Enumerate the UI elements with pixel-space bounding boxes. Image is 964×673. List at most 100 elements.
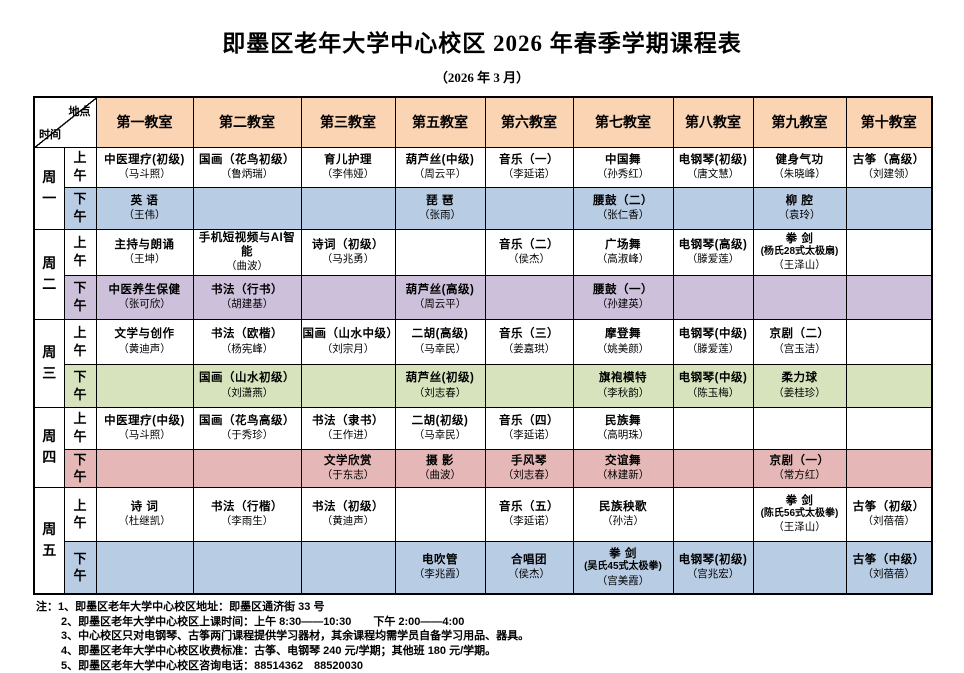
course-name: 手机短视频与AI智能 bbox=[198, 231, 296, 258]
teacher-name: （马幸民） bbox=[413, 343, 467, 355]
course-cell: 主持与朗诵 （王坤） bbox=[95, 228, 194, 276]
note-line-5: 5、即墨区老年大学中心校区咨询电话：88514362 88520030 bbox=[61, 659, 363, 672]
teacher-name: （姜桂珍） bbox=[773, 387, 826, 399]
course-cell: 古筝（中级） （刘蓓蓓） bbox=[845, 540, 933, 595]
teacher-name: （王泽山） bbox=[773, 260, 826, 272]
course-name: 音乐（三） bbox=[499, 328, 559, 341]
teacher-name: （姚美颜） bbox=[596, 343, 650, 355]
course-name: 合唱团 bbox=[511, 554, 547, 567]
course-cell: 古筝（高级） （刘建领） bbox=[845, 146, 933, 188]
course-name: 文学欣赏 bbox=[324, 454, 372, 467]
teacher-name: （于东志） bbox=[321, 470, 375, 482]
course-name: 拳 剑 bbox=[785, 232, 814, 245]
teacher-name: （滕爱莲） bbox=[686, 254, 740, 266]
course-cell: 文学与创作 （黄迪声） bbox=[95, 318, 194, 365]
day-label: 周二 bbox=[33, 228, 65, 320]
course-name: 电钢琴(初级) bbox=[678, 554, 748, 567]
teacher-name: （刘志春） bbox=[413, 387, 467, 399]
course-cell: 拳 剑 (吴氏45式太极拳) （宫美霞） bbox=[572, 540, 674, 595]
course-cell: 诗词（初级） （马兆勇） bbox=[300, 228, 396, 276]
header-row: 地点 时间 第一教室 第二教室 第三教室 第五教室 第六教室 第七教室 第八教室 第九教室 第十… bbox=[33, 96, 933, 148]
course-name: 中国舞 bbox=[605, 153, 641, 166]
teacher-name: （刘蓓蓓） bbox=[862, 516, 916, 528]
teacher-name: （高明珠） bbox=[596, 430, 650, 442]
empty-cell bbox=[300, 186, 396, 230]
course-cell: 电钢琴(初级) （宫兆宏） bbox=[672, 540, 754, 595]
teacher-name: （刘志春） bbox=[502, 470, 556, 482]
course-subtitle: (吴氏45式太极拳) bbox=[584, 561, 662, 573]
session-label: 下午 bbox=[63, 363, 97, 408]
course-name: 二胡(高级) bbox=[411, 328, 469, 341]
course-cell: 电钢琴(中级) （滕爱莲） bbox=[672, 318, 754, 365]
empty-cell bbox=[845, 448, 933, 488]
course-name: 电钢琴(中级) bbox=[678, 328, 748, 341]
teacher-name: （刘建领） bbox=[862, 169, 916, 181]
empty-cell bbox=[845, 363, 933, 408]
teacher-name: （陈玉梅） bbox=[686, 387, 740, 399]
course-cell: 音乐（五） （李延诺） bbox=[484, 486, 574, 542]
note-line-1: 注：1、即墨区老年大学中心校区地址：即墨区通济街 33 号 bbox=[36, 601, 325, 614]
teacher-name: （滕爱莲） bbox=[686, 343, 740, 355]
schedule-table: 地点 时间 第一教室 第二教室 第三教室 第五教室 第六教室 第七教室 第八教室 第九教室 第十… bbox=[33, 96, 933, 596]
teacher-name: （鲁炳瑞） bbox=[220, 169, 274, 181]
teacher-name: （宫玉洁） bbox=[773, 343, 826, 355]
course-cell: 电钢琴(初级) （唐文慧） bbox=[672, 146, 754, 188]
course-name: 音乐（二） bbox=[499, 238, 559, 251]
course-cell: 拳 剑 (陈氏56式太极拳) （王泽山） bbox=[752, 486, 847, 542]
course-cell: 英 语 （王伟） bbox=[95, 186, 194, 230]
course-cell: 腰鼓（二） （张仁香） bbox=[572, 186, 674, 230]
teacher-name: （马斗照） bbox=[118, 169, 171, 181]
course-cell: 摄 影 （曲波） bbox=[394, 448, 486, 488]
empty-cell bbox=[672, 448, 754, 488]
session-label: 下午 bbox=[63, 448, 97, 488]
course-name: 中医理疗(中级) bbox=[104, 414, 185, 427]
course-cell: 民族舞 （高明珠） bbox=[572, 406, 674, 450]
empty-cell bbox=[484, 186, 574, 230]
course-cell: 京剧（二） （宫玉洁） bbox=[752, 318, 847, 365]
course-subtitle: (杨氏28式太极扇) bbox=[760, 245, 839, 257]
course-name: 国画（山水初级） bbox=[199, 372, 295, 385]
course-cell: 二胡(高级) （马幸民） bbox=[394, 318, 486, 365]
teacher-name: （孙建英） bbox=[596, 299, 650, 311]
course-name: 国画（花鸟初级） bbox=[199, 153, 295, 166]
course-name: 书法（行书） bbox=[211, 283, 283, 296]
teacher-name: （李秋韵） bbox=[596, 387, 650, 399]
empty-cell bbox=[394, 228, 486, 276]
session-label: 下午 bbox=[63, 186, 97, 230]
empty-cell bbox=[845, 318, 933, 365]
session-label: 下午 bbox=[63, 540, 97, 595]
course-cell: 腰鼓（一） （孙建英） bbox=[572, 274, 674, 320]
empty-cell bbox=[95, 448, 194, 488]
course-name: 拳 剑 bbox=[785, 494, 814, 507]
schedule-row: 周二上午 主持与朗诵 （王坤） 手机短视频与AI智能 （曲波） 诗词（初级） （马兆勇） 音乐… bbox=[33, 228, 933, 320]
course-cell: 中医理疗(初级) （马斗照） bbox=[95, 146, 194, 188]
teacher-name: （张可欣） bbox=[118, 299, 171, 311]
course-cell: 柔力球 （姜桂珍） bbox=[752, 363, 847, 408]
course-cell: 中医理疗(中级) （马斗照） bbox=[95, 406, 194, 450]
course-cell: 音乐（四） （李延诺） bbox=[484, 406, 574, 450]
column-header-5: 第六教室 bbox=[484, 96, 574, 148]
schedule-row: 下午 国画（山水初级） （刘潇燕） 葫芦丝(初级) （刘志春） 旗袍模特 （李秋韵） 电钢琴(… bbox=[34, 363, 933, 408]
schedule-row: 下午中医养生保健 （张可欣） 书法（行书） （胡建基） 葫芦丝(高级) （周云平） 腰鼓（一… bbox=[34, 274, 933, 320]
teacher-name: （马斗照） bbox=[118, 430, 171, 442]
course-cell: 健身气功 （朱晓峰） bbox=[752, 146, 847, 188]
empty-cell bbox=[95, 363, 194, 408]
session-label: 上午 bbox=[63, 318, 97, 365]
course-cell: 葫芦丝(高级) （周云平） bbox=[394, 274, 486, 320]
teacher-name: （周云平） bbox=[413, 299, 467, 311]
teacher-name: （侯杰） bbox=[508, 254, 550, 266]
course-cell: 音乐（二） （侯杰） bbox=[484, 228, 574, 276]
course-cell: 书法（初级） （黄迪声） bbox=[300, 486, 396, 542]
course-cell: 书法（隶书） （王作进） bbox=[300, 406, 396, 450]
empty-cell bbox=[672, 186, 754, 230]
course-cell: 京剧（一） （常方红） bbox=[752, 448, 847, 488]
schedule-row: 下午 文学欣赏 （于东志） 摄 影 （曲波） 手风琴 （刘志春） 交谊舞 （林建新） 京剧（一） （… bbox=[34, 448, 933, 488]
page-subtitle: （2026 年 3 月） bbox=[434, 70, 530, 85]
teacher-name: （唐文慧） bbox=[686, 169, 740, 181]
empty-cell bbox=[484, 363, 574, 408]
course-name: 古筝（初级） bbox=[852, 500, 925, 513]
course-name: 中医理疗(初级) bbox=[104, 153, 185, 166]
course-cell: 柳 腔 （袁玲） bbox=[752, 186, 847, 230]
course-name: 育儿护理 bbox=[324, 153, 372, 166]
teacher-name: （黄迪声） bbox=[118, 343, 171, 355]
